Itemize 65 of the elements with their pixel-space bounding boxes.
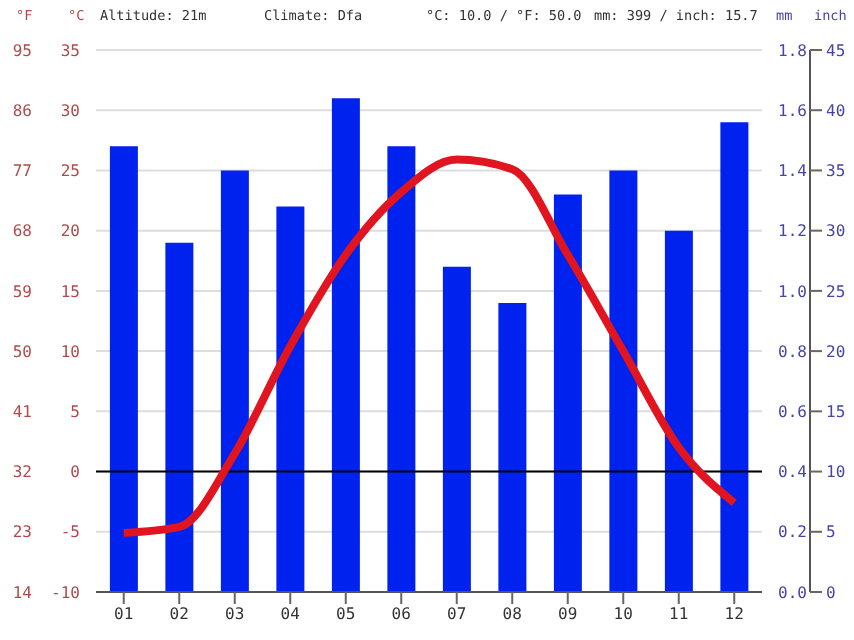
line-series xyxy=(119,155,739,537)
text: 0.8 xyxy=(778,342,808,361)
y2-tick-label: 10 xyxy=(826,463,846,482)
text: 0.4 xyxy=(778,463,808,482)
y2-tick-label: 15 xyxy=(826,403,846,422)
y-tick-label: 15 xyxy=(60,282,81,301)
bar xyxy=(664,230,693,592)
bar xyxy=(165,242,194,592)
y3-tick-label: 95 xyxy=(12,41,33,60)
bar xyxy=(553,194,582,592)
text: 1.6 xyxy=(778,101,808,120)
bar xyxy=(331,98,360,592)
y-tick-label: -10 xyxy=(51,583,81,602)
y3-tick-label: 77 xyxy=(12,162,33,181)
y2-tick-label: 35 xyxy=(826,162,846,181)
text: 0.2 xyxy=(778,523,808,542)
bar xyxy=(276,206,305,592)
y2-tick-label: 25 xyxy=(826,282,846,301)
x-tick-label: 10 xyxy=(613,605,634,624)
x-tick-label: 03 xyxy=(225,605,245,624)
y-tick-label: 5 xyxy=(70,403,81,422)
y2-tick-label: 0 xyxy=(826,583,836,602)
y3-tick-label: 23 xyxy=(12,523,33,542)
y-tick-label: 10 xyxy=(60,342,81,361)
y-tick-label: 20 xyxy=(60,222,81,241)
x-tick-label: 06 xyxy=(391,605,412,624)
y2-tick-label: 45 xyxy=(826,41,846,60)
y2-tick-label: 20 xyxy=(826,342,846,361)
bar xyxy=(498,302,527,592)
y-tick-label: 35 xyxy=(60,41,81,60)
y3-tick-label: 59 xyxy=(12,282,33,301)
x-tick-label: 08 xyxy=(502,605,523,624)
x-tick-label: 02 xyxy=(169,605,190,624)
text: 1.8 xyxy=(778,41,808,60)
text: 0.0 xyxy=(778,583,808,602)
y-tick-label: 0 xyxy=(70,463,81,482)
y2-tick-label: 30 xyxy=(826,222,846,241)
y3-tick-label: 50 xyxy=(12,342,33,361)
y3-tick-label: 86 xyxy=(12,101,33,120)
text: 1.2 xyxy=(778,222,808,241)
x-tick-label: 12 xyxy=(724,605,745,624)
y3-tick-label: 41 xyxy=(12,403,33,422)
bar xyxy=(220,170,249,592)
bar xyxy=(387,146,416,592)
x-tick-label: 09 xyxy=(558,605,578,624)
bar xyxy=(442,266,471,592)
y3-tick-label: 68 xyxy=(12,222,33,241)
text: 1.0 xyxy=(778,282,808,301)
bar xyxy=(720,122,749,592)
x-tick-label: 01 xyxy=(114,605,134,624)
y2-tick-label: 40 xyxy=(826,101,846,120)
x-tick-label: 04 xyxy=(280,605,301,624)
x-tick-label: 07 xyxy=(447,605,467,624)
bar xyxy=(109,146,138,592)
y2-tick-label: 5 xyxy=(826,523,836,542)
y3-tick-label: 32 xyxy=(12,463,33,482)
x-tick-label: 05 xyxy=(336,605,356,624)
bar xyxy=(609,170,638,592)
text: 1.4 xyxy=(778,162,808,181)
x-tick-label: 11 xyxy=(669,605,689,624)
y3-tick-label: 14 xyxy=(12,583,33,602)
y-tick-label: 25 xyxy=(60,162,81,181)
text: 0.6 xyxy=(778,403,808,422)
y-tick-label: -5 xyxy=(60,523,81,542)
y-tick-label: 30 xyxy=(60,101,81,120)
